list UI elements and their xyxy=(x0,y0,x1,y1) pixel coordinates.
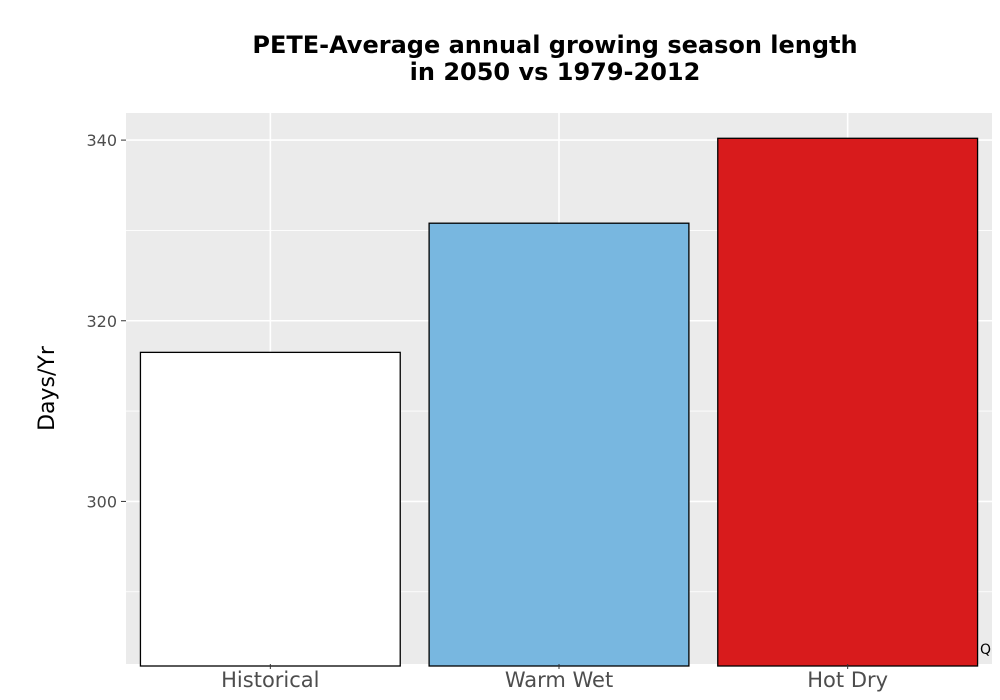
corner-mark: Q xyxy=(980,642,991,658)
chart-title-line-2: in 2050 vs 1979-2012 xyxy=(409,58,701,86)
x-tick-label: Historical xyxy=(221,668,319,692)
bar xyxy=(428,222,690,667)
chart-title: PETE-Average annual growing season lengt… xyxy=(110,32,1000,86)
bars xyxy=(139,137,979,667)
bar xyxy=(717,137,979,667)
bar xyxy=(139,351,401,667)
y-axis-title: Days/Yr xyxy=(35,345,60,431)
y-tick-label: 320 xyxy=(86,312,117,331)
x-tick-label: Warm Wet xyxy=(505,668,613,692)
x-tick-label: Hot Dry xyxy=(807,668,888,692)
x-axis: Historical Warm Wet Hot Dry xyxy=(221,664,888,692)
y-tick-label: 340 xyxy=(86,131,117,150)
y-axis: 300 320 340 xyxy=(86,131,126,511)
chart-title-line-1: PETE-Average annual growing season lengt… xyxy=(252,31,858,59)
y-tick-label: 300 xyxy=(86,492,117,511)
